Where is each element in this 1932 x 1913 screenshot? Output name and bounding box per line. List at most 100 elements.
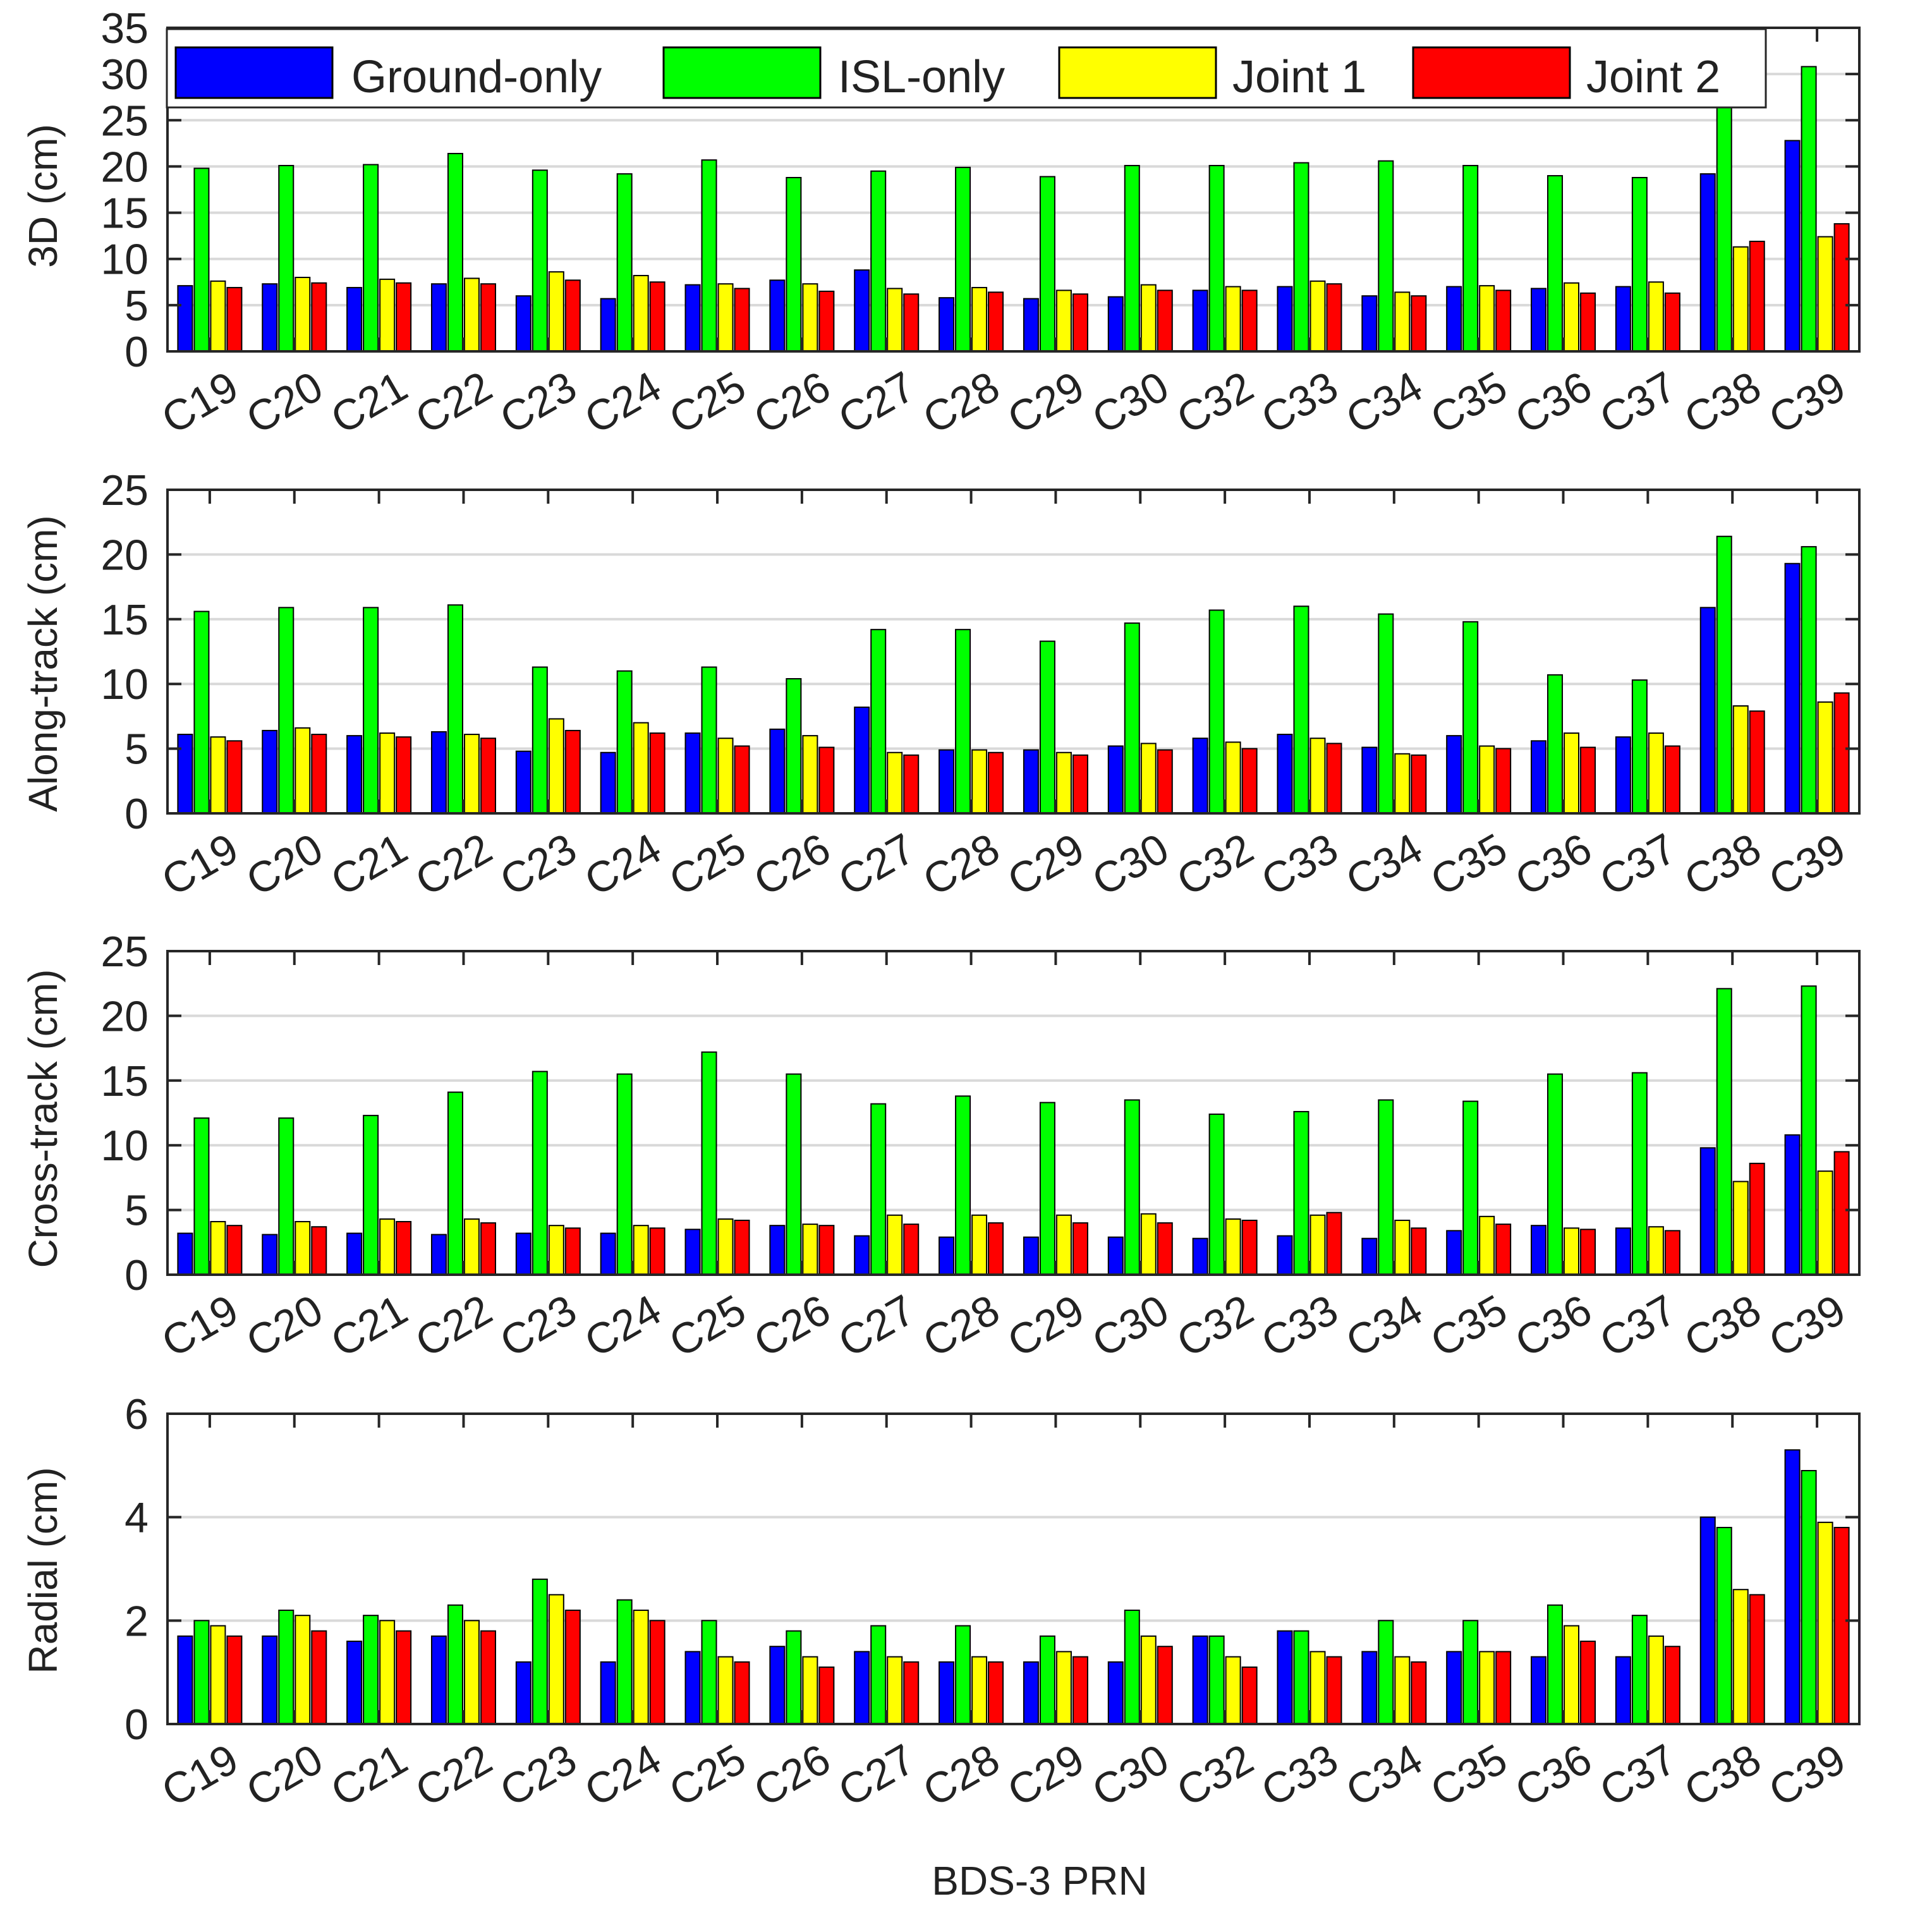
bar-joint-1-c37 xyxy=(1648,732,1664,815)
bar-joint-1-c35 xyxy=(1479,745,1495,815)
bar-isl-only-c32 xyxy=(1208,1635,1225,1725)
x-tick-label-c19: C19 xyxy=(154,1285,246,1366)
bar-isl-only-c30 xyxy=(1124,1099,1140,1276)
bar-joint-2-c30 xyxy=(1157,1222,1173,1275)
bar-ground-only-c28 xyxy=(939,1661,955,1725)
bar-joint-1-c20 xyxy=(295,1221,311,1275)
bar-isl-only-c37 xyxy=(1631,176,1648,352)
x-tick-label-c26: C26 xyxy=(746,824,838,905)
bar-joint-2-c21 xyxy=(396,1221,412,1275)
bar-joint-2-c32 xyxy=(1241,289,1258,352)
bar-joint-2-c35 xyxy=(1495,1651,1512,1725)
bar-joint-1-c22 xyxy=(463,1620,480,1725)
bar-joint-2-c37 xyxy=(1664,1230,1680,1276)
x-tick-label-c36: C36 xyxy=(1507,1735,1600,1816)
bar-joint-1-c28 xyxy=(971,287,988,353)
bar-isl-only-c27 xyxy=(870,1625,887,1725)
y-tick-label: 10 xyxy=(100,1122,149,1170)
bar-ground-only-c35 xyxy=(1446,1230,1462,1276)
bar-joint-1-c30 xyxy=(1140,1213,1157,1276)
bar-joint-2-c26 xyxy=(818,746,835,814)
bar-ground-only-c30 xyxy=(1107,296,1124,353)
bar-ground-only-c35 xyxy=(1446,1651,1462,1725)
x-tick-label-c19: C19 xyxy=(154,362,246,443)
bar-joint-1-c19 xyxy=(210,736,226,814)
bar-ground-only-c28 xyxy=(939,297,955,353)
bar-isl-only-c28 xyxy=(955,1625,971,1725)
bar-ground-only-c22 xyxy=(430,1234,447,1275)
x-tick-label-c39: C39 xyxy=(1761,1735,1854,1816)
bar-joint-1-c27 xyxy=(887,288,903,353)
bar-joint-1-c37 xyxy=(1648,281,1664,352)
x-tick-label-c21: C21 xyxy=(323,1285,415,1366)
bar-joint-2-c36 xyxy=(1580,1229,1596,1275)
bar-ground-only-c32 xyxy=(1192,738,1208,814)
bar-joint-2-c27 xyxy=(903,293,920,352)
bar-ground-only-c29 xyxy=(1023,1661,1039,1725)
bar-ground-only-c26 xyxy=(769,728,786,814)
bar-ground-only-c34 xyxy=(1361,746,1378,814)
x-tick-label-c20: C20 xyxy=(238,1285,331,1366)
bar-isl-only-c39 xyxy=(1801,985,1817,1276)
x-tick-label-c36: C36 xyxy=(1507,362,1600,443)
x-tick-label-c27: C27 xyxy=(830,1285,923,1366)
bar-isl-only-c29 xyxy=(1039,1635,1055,1725)
bar-ground-only-c21 xyxy=(346,1641,363,1725)
x-tick-label-c22: C22 xyxy=(408,362,500,443)
bar-joint-2-c37 xyxy=(1664,1646,1680,1725)
bar-isl-only-c28 xyxy=(955,629,971,815)
x-tick-label-c39: C39 xyxy=(1761,824,1854,905)
bar-ground-only-c33 xyxy=(1277,734,1293,815)
bar-joint-1-c27 xyxy=(887,1656,903,1725)
bar-isl-only-c37 xyxy=(1631,1072,1648,1275)
bar-joint-2-c34 xyxy=(1411,1661,1427,1725)
bar-joint-1-c22 xyxy=(463,734,480,815)
bar-joint-2-c30 xyxy=(1157,289,1173,352)
bar-joint-1-c32 xyxy=(1225,741,1241,814)
bar-joint-2-c33 xyxy=(1326,1212,1342,1276)
bar-ground-only-c36 xyxy=(1531,1656,1547,1725)
bar-isl-only-c24 xyxy=(616,670,633,814)
y-tick-label: 15 xyxy=(100,596,149,644)
bar-joint-1-c26 xyxy=(802,735,818,814)
x-tick-label-c26: C26 xyxy=(746,1735,838,1816)
x-tick-label-c32: C32 xyxy=(1169,362,1261,443)
y-tick-label: 0 xyxy=(125,1701,149,1749)
bar-joint-2-c19 xyxy=(226,1635,243,1725)
bar-joint-2-c24 xyxy=(649,1227,665,1275)
bar-joint-2-c38 xyxy=(1749,1594,1765,1725)
y-tick-label: 30 xyxy=(100,51,149,99)
bar-joint-2-c32 xyxy=(1241,1666,1258,1725)
bar-isl-only-c24 xyxy=(616,1073,633,1276)
bar-joint-1-c27 xyxy=(887,1214,903,1275)
bar-joint-1-c35 xyxy=(1479,285,1495,352)
bar-joint-1-c36 xyxy=(1564,1625,1580,1725)
bar-joint-1-c33 xyxy=(1309,738,1326,814)
bar-isl-only-c26 xyxy=(786,1630,802,1725)
bar-joint-2-c25 xyxy=(734,1219,750,1276)
bar-joint-1-c26 xyxy=(802,1224,818,1276)
bar-isl-only-c26 xyxy=(786,176,802,352)
y-tick-label: 0 xyxy=(125,790,149,838)
x-tick-label-c30: C30 xyxy=(1084,1285,1177,1366)
x-tick-label-c34: C34 xyxy=(1338,824,1430,905)
bar-isl-only-c36 xyxy=(1547,175,1564,352)
bar-joint-1-c34 xyxy=(1394,1656,1411,1725)
x-tick-label-c29: C29 xyxy=(1000,1735,1092,1816)
plot-frame xyxy=(166,27,1861,353)
bar-ground-only-c24 xyxy=(600,1661,616,1725)
bar-joint-1-c24 xyxy=(633,1225,649,1276)
plot-frame xyxy=(166,489,1861,815)
x-tick-label-c20: C20 xyxy=(238,824,331,905)
panel-along-track: Along-track (cm) 0510152025C19C20C21C22C… xyxy=(20,466,1861,905)
bar-ground-only-c19 xyxy=(177,1232,193,1275)
bar-isl-only-c37 xyxy=(1631,1615,1648,1725)
bar-joint-1-c34 xyxy=(1394,291,1411,352)
bar-isl-only-c35 xyxy=(1462,621,1479,814)
bar-joint-1-c29 xyxy=(1055,1651,1072,1725)
x-tick-label-c33: C33 xyxy=(1253,1285,1346,1366)
bar-joint-2-c33 xyxy=(1326,283,1342,352)
bar-joint-1-c19 xyxy=(210,1221,226,1275)
y-tick-label: 20 xyxy=(100,992,149,1040)
bar-isl-only-c26 xyxy=(786,1073,802,1276)
